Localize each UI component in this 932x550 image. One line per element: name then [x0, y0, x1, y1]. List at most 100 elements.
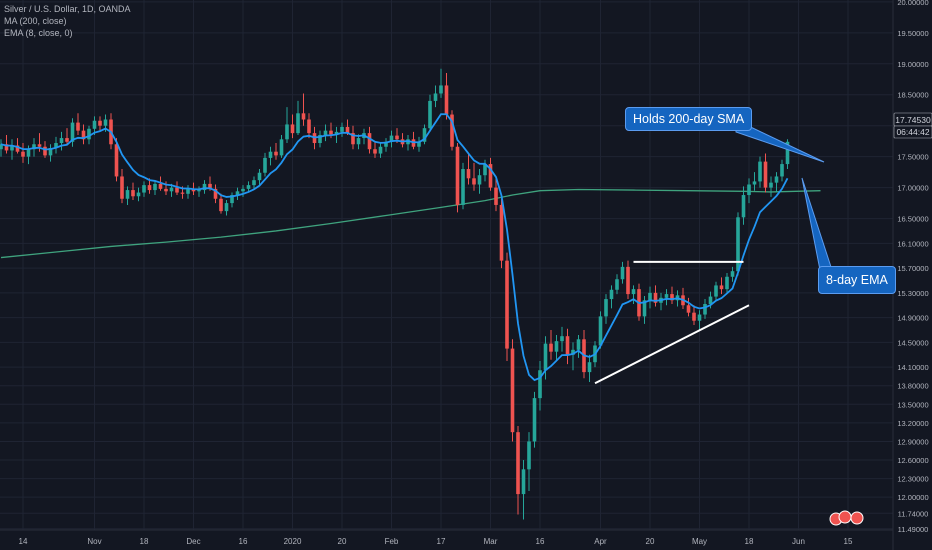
y-tick-label: 14.50000: [897, 338, 928, 347]
candle: [780, 159, 784, 182]
candle: [769, 176, 773, 197]
candle: [76, 113, 80, 135]
candle-body: [318, 134, 322, 144]
candle: [153, 180, 157, 196]
x-tick-label: Nov: [87, 537, 101, 546]
candle-body: [175, 187, 179, 193]
y-tick-label: 13.20000: [897, 419, 928, 428]
candle-body: [708, 296, 713, 305]
candle-body: [560, 336, 564, 342]
candle: [444, 73, 449, 120]
candle-body: [48, 147, 53, 156]
candle-body: [554, 341, 559, 352]
candle: [263, 152, 267, 177]
grid: [0, 0, 893, 530]
x-tick-label: 20: [338, 537, 347, 546]
candle: [224, 199, 229, 216]
candle: [241, 185, 245, 197]
candle-body: [103, 119, 108, 126]
candle: [114, 138, 119, 182]
candle: [587, 354, 592, 383]
x-tick-label: 15: [844, 537, 853, 546]
candle-body: [296, 113, 300, 134]
y-tick-label: 11.49000: [898, 525, 929, 534]
candle: [609, 285, 614, 309]
candle-body: [642, 300, 647, 317]
candle-body: [549, 343, 553, 352]
candle-body: [774, 176, 779, 183]
candle: [323, 124, 328, 142]
flag-icon[interactable]: [838, 510, 852, 524]
candle-body: [428, 100, 432, 129]
flag-icon[interactable]: [850, 511, 864, 525]
candle-body: [340, 126, 344, 132]
y-tick-label: 13.80000: [897, 382, 928, 391]
symbol-title[interactable]: Silver / U.S. Dollar, 1D, OANDA: [4, 4, 131, 14]
candle: [521, 460, 526, 520]
candle-body: [4, 144, 9, 151]
candle-body: [197, 190, 201, 192]
x-tick-label: Apr: [594, 537, 607, 546]
candle: [703, 299, 707, 319]
candle-body: [202, 183, 207, 191]
candle: [543, 336, 548, 380]
candle-body: [120, 176, 124, 199]
candle-body: [516, 432, 520, 495]
candle: [450, 110, 454, 151]
candle-body: [230, 195, 234, 204]
candle: [87, 125, 91, 145]
candle: [125, 186, 130, 205]
candle: [389, 130, 394, 148]
candle-body: [213, 188, 218, 199]
candle-body: [763, 161, 768, 188]
candle: [510, 339, 515, 442]
x-tick-label: 20: [646, 537, 655, 546]
candle-body: [686, 305, 691, 313]
candle-body: [373, 149, 377, 154]
candle: [670, 286, 674, 305]
ema-callout[interactable]: 8-day EMA: [818, 266, 896, 294]
event-markers[interactable]: [829, 510, 864, 526]
candle: [774, 172, 779, 193]
candle: [472, 162, 476, 191]
candle-body: [417, 141, 421, 147]
candle: [697, 310, 702, 331]
ema-8-path: [0, 113, 789, 382]
candle-body: [714, 285, 718, 297]
candle: [422, 124, 427, 145]
candle-body: [664, 294, 669, 298]
candle-body: [158, 183, 163, 189]
candle-body: [43, 146, 47, 156]
candle: [598, 311, 603, 349]
candle: [367, 126, 372, 154]
candle-body: [521, 469, 526, 495]
candle-body: [114, 144, 119, 177]
candle-body: [87, 128, 91, 140]
candle: [626, 260, 630, 300]
ema-legend-label[interactable]: EMA (8, close, 0): [4, 28, 73, 38]
sma-legend-label[interactable]: MA (200, close): [4, 16, 67, 26]
candle: [120, 169, 124, 204]
ema-8-line: [0, 113, 789, 382]
candle-body: [186, 188, 190, 194]
candle-body: [147, 185, 152, 191]
candle: [461, 162, 465, 210]
candle-body: [730, 271, 735, 277]
x-tick-label: Dec: [186, 537, 200, 546]
candle: [10, 139, 14, 160]
candle-body: [725, 276, 729, 290]
candle-body: [274, 151, 278, 156]
candle-body: [571, 349, 575, 355]
candle: [230, 192, 234, 208]
candle-body: [697, 314, 702, 321]
y-tick-label: 15.30000: [897, 289, 928, 298]
candle: [235, 187, 240, 200]
x-tick-label: 16: [239, 537, 248, 546]
price-scale[interactable]: [893, 0, 932, 550]
sma-callout[interactable]: Holds 200-day SMA: [625, 107, 753, 131]
candle-body: [21, 151, 25, 157]
candle-body: [576, 339, 581, 350]
candle-body: [477, 175, 482, 185]
candle-body: [70, 122, 75, 142]
